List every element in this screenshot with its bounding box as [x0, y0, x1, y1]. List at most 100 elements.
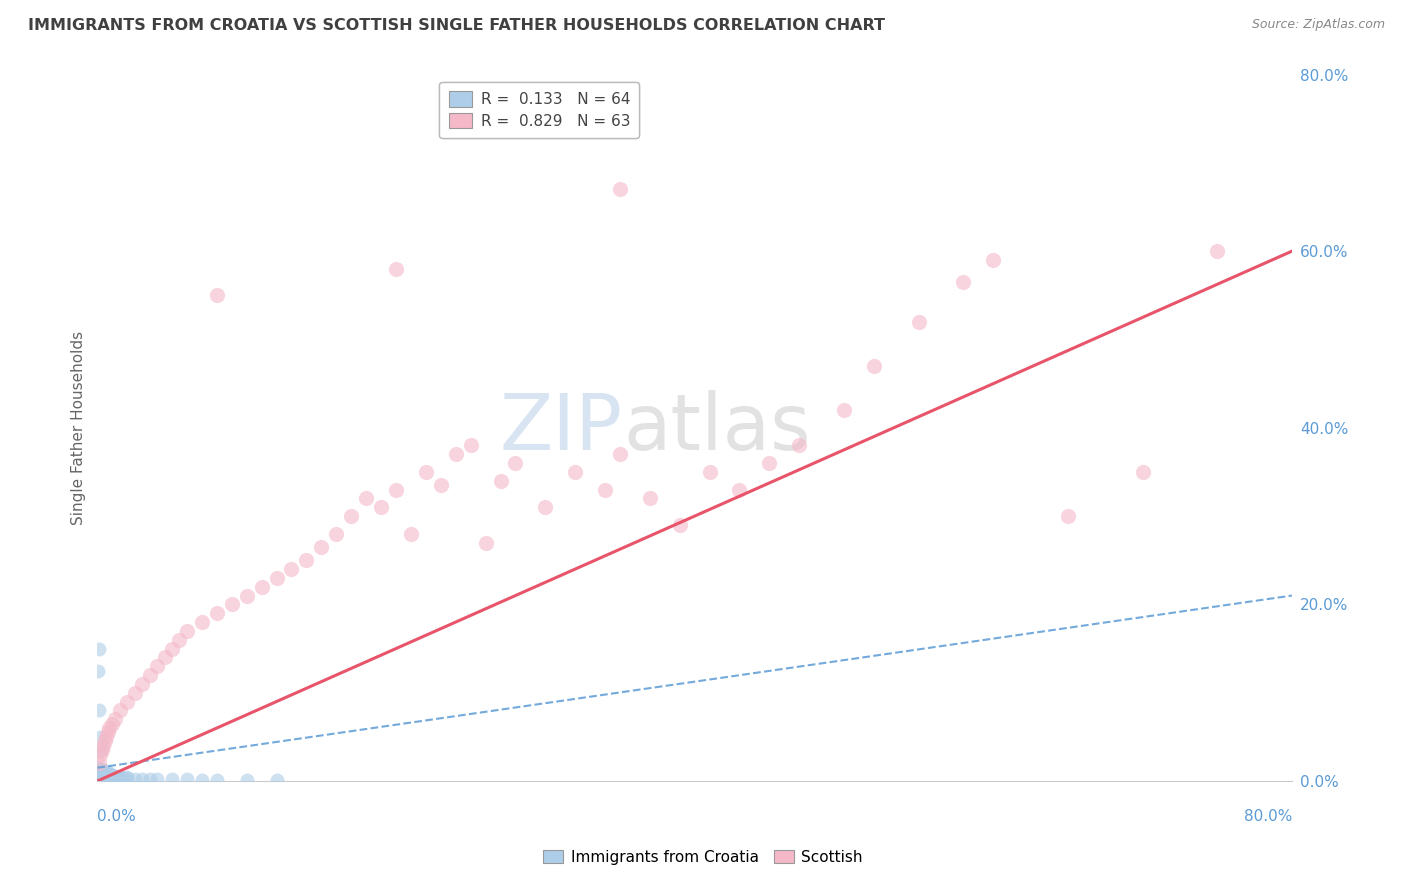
Point	[89, 730, 111, 744]
Point	[205, 288, 228, 302]
Point	[89, 764, 111, 779]
Point	[832, 403, 855, 417]
Point	[100, 768, 122, 782]
Point	[250, 580, 273, 594]
Point	[169, 632, 191, 647]
Point	[97, 765, 120, 780]
Legend: R =  0.133   N = 64, R =  0.829   N = 63: R = 0.133 N = 64, R = 0.829 N = 63	[440, 82, 640, 137]
Point	[699, 465, 721, 479]
Point	[89, 767, 111, 781]
Point	[115, 694, 138, 708]
Point	[160, 641, 183, 656]
Point	[728, 483, 751, 497]
Point	[93, 765, 115, 780]
Point	[340, 509, 363, 524]
Point	[96, 730, 118, 744]
Point	[131, 677, 153, 691]
Point	[115, 771, 138, 785]
Point	[90, 765, 112, 780]
Point	[87, 765, 110, 780]
Point	[609, 447, 631, 461]
Point	[101, 769, 124, 783]
Point	[758, 456, 780, 470]
Point	[98, 767, 121, 781]
Text: ZIP: ZIP	[501, 390, 623, 466]
Point	[505, 456, 527, 470]
Text: 80.0%: 80.0%	[1244, 809, 1292, 824]
Point	[87, 764, 110, 778]
Point	[489, 474, 512, 488]
Point	[90, 766, 112, 780]
Point	[787, 438, 810, 452]
Point	[104, 770, 127, 784]
Point	[94, 767, 117, 781]
Point	[94, 764, 117, 779]
Point	[90, 743, 112, 757]
Point	[115, 772, 138, 786]
Point	[124, 686, 146, 700]
Point	[97, 725, 120, 739]
Point	[89, 747, 111, 762]
Point	[191, 773, 214, 788]
Point	[160, 772, 183, 787]
Text: IMMIGRANTS FROM CROATIA VS SCOTTISH SINGLE FATHER HOUSEHOLDS CORRELATION CHART: IMMIGRANTS FROM CROATIA VS SCOTTISH SING…	[28, 18, 886, 33]
Point	[593, 483, 616, 497]
Point	[221, 598, 243, 612]
Point	[146, 659, 169, 673]
Point	[146, 772, 169, 787]
Text: atlas: atlas	[623, 390, 810, 466]
Point	[138, 668, 160, 682]
Point	[90, 764, 112, 778]
Point	[87, 664, 110, 678]
Point	[266, 571, 288, 585]
Point	[981, 252, 1004, 267]
Point	[93, 766, 115, 780]
Point	[90, 743, 112, 757]
Point	[108, 770, 131, 784]
Point	[90, 763, 112, 777]
Point	[124, 772, 146, 787]
Point	[89, 765, 111, 780]
Point	[385, 261, 408, 276]
Point	[430, 478, 453, 492]
Legend: Immigrants from Croatia, Scottish: Immigrants from Croatia, Scottish	[537, 844, 869, 871]
Point	[93, 768, 115, 782]
Point	[205, 773, 228, 788]
Point	[534, 500, 557, 515]
Point	[87, 756, 110, 771]
Point	[138, 772, 160, 787]
Point	[863, 359, 886, 373]
Point	[474, 535, 496, 549]
Point	[235, 773, 257, 788]
Point	[104, 712, 127, 726]
Point	[90, 764, 112, 778]
Point	[97, 767, 120, 781]
Point	[153, 650, 176, 665]
Point	[1206, 244, 1229, 259]
Y-axis label: Single Father Households: Single Father Households	[72, 331, 86, 524]
Point	[235, 589, 257, 603]
Point	[87, 765, 110, 780]
Point	[103, 770, 125, 784]
Point	[96, 766, 118, 780]
Point	[87, 703, 110, 717]
Point	[638, 491, 661, 506]
Point	[460, 438, 482, 452]
Point	[96, 768, 118, 782]
Point	[907, 315, 929, 329]
Point	[90, 767, 112, 781]
Point	[91, 739, 114, 753]
Point	[108, 771, 131, 785]
Point	[91, 766, 114, 780]
Point	[94, 766, 117, 780]
Point	[131, 772, 153, 787]
Point	[325, 526, 347, 541]
Point	[564, 465, 586, 479]
Point	[952, 275, 974, 289]
Point	[101, 768, 124, 782]
Point	[98, 769, 121, 783]
Point	[280, 562, 302, 576]
Point	[101, 716, 124, 731]
Point	[1057, 509, 1080, 524]
Text: 0.0%: 0.0%	[97, 809, 136, 824]
